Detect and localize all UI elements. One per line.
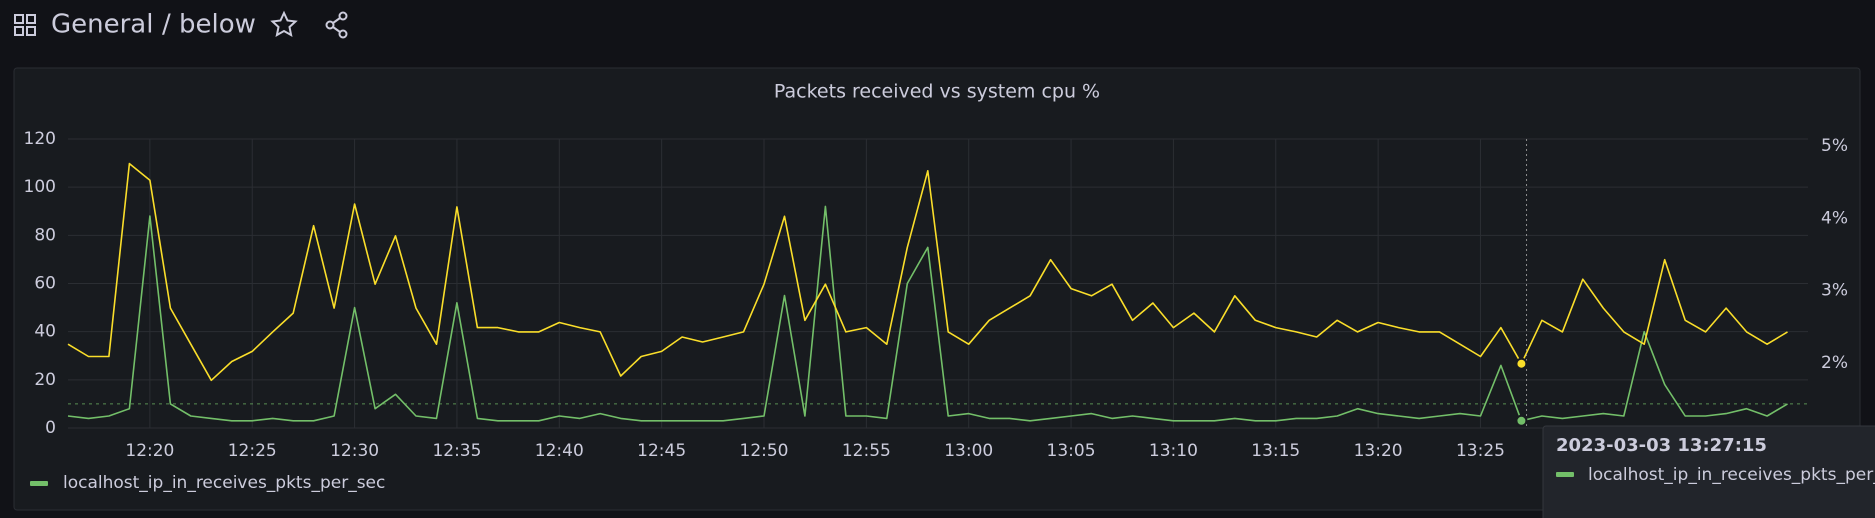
y-tick-label: 40 — [34, 322, 56, 342]
star-icon[interactable] — [270, 10, 298, 37]
y-tick-label: 120 — [24, 129, 56, 149]
x-tick-label: 12:20 — [125, 441, 174, 461]
hover-point — [1515, 357, 1528, 370]
tooltip-time: 2023-03-03 13:27:15 — [1556, 435, 1767, 456]
plot: 0 20 40 60 80 100 120 2% 3% 4% 5% 12:20 12:25 12:30 12… — [24, 129, 1848, 493]
x-tick-label: 12:55 — [842, 441, 891, 461]
legend-swatch — [30, 481, 48, 486]
y-tick-label: 0 — [45, 418, 56, 438]
x-tick-label: 12:25 — [228, 441, 277, 461]
grid-icon[interactable] — [14, 14, 36, 36]
legend-label[interactable]: localhost_ip_in_receives_pkts_per_sec — [63, 473, 385, 493]
tooltip: 2023-03-03 13:27:15 localhost_ip_in_rece… — [1542, 425, 1875, 518]
x-tick-label: 12:45 — [637, 441, 686, 461]
series-line — [67, 205, 1788, 422]
panel-title: Packets received vs system cpu % — [774, 81, 1100, 103]
tooltip-series: localhost_ip_in_receives_pkts_per_sec — [1588, 465, 1875, 485]
x-tick-label: 13:25 — [1456, 441, 1505, 461]
x-tick-label: 13:05 — [1047, 441, 1096, 461]
x-tick-label: 12:30 — [330, 441, 379, 461]
x-tick-label: 12:50 — [740, 441, 789, 461]
y-tick-label: 60 — [34, 274, 56, 294]
share-icon[interactable] — [325, 11, 348, 39]
series-line — [67, 162, 1788, 382]
y2-tick-label: 4% — [1821, 208, 1848, 228]
x-tick-label: 13:20 — [1354, 441, 1403, 461]
y-tick-label: 80 — [34, 225, 56, 245]
dashboard-folder[interactable]: General — [51, 10, 153, 40]
y-tick-label: 100 — [24, 177, 56, 197]
x-tick-label: 13:15 — [1251, 441, 1300, 461]
x-tick-label: 12:40 — [535, 441, 584, 461]
tooltip-swatch — [1556, 472, 1574, 477]
panel — [13, 67, 1861, 511]
y2-tick-label: 3% — [1821, 281, 1848, 301]
hover-point — [1515, 414, 1528, 427]
y-tick-label: 20 — [34, 370, 56, 390]
x-tick-label: 13:00 — [944, 441, 993, 461]
x-tick-label: 12:35 — [432, 441, 481, 461]
y2-tick-label: 2% — [1821, 353, 1848, 373]
x-tick-label: 13:10 — [1149, 441, 1198, 461]
y2-tick-label: 5% — [1821, 136, 1848, 156]
dashboard-title[interactable]: / below — [162, 10, 256, 40]
